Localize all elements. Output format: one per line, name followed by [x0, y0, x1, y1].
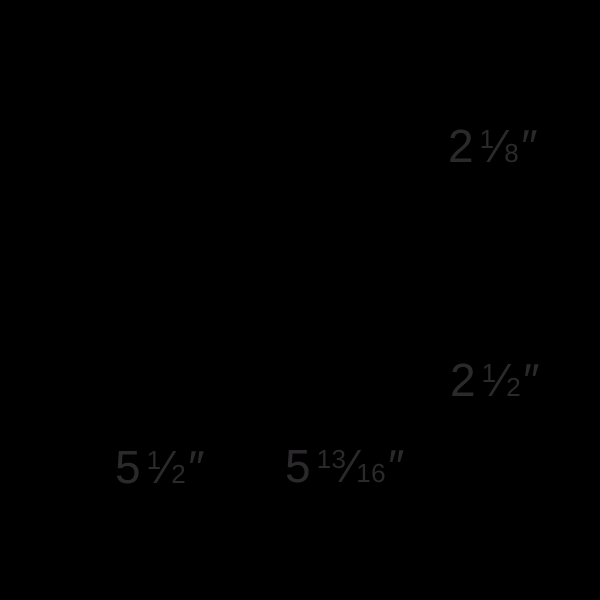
fraction-numerator: 1: [481, 358, 497, 388]
dimension-whole-number: 5: [115, 441, 141, 493]
dimension-label-top-right: 2 1⁄8″: [448, 123, 538, 169]
fraction-slash: ⁄: [497, 354, 506, 406]
dimension-label-middle-right: 2 1⁄2″: [450, 357, 540, 403]
dimension-whole-number: 5: [285, 440, 311, 492]
fraction-numerator: 13: [316, 444, 347, 474]
dimension-fraction: 1⁄2: [482, 357, 522, 403]
inch-unit-symbol: ″: [523, 354, 540, 406]
fraction-denominator: 2: [506, 372, 522, 402]
fraction-numerator: 1: [479, 124, 495, 154]
dimension-whole-number: 2: [448, 120, 474, 172]
inch-unit-symbol: ″: [388, 440, 405, 492]
dimension-label-bottom-left: 5 1⁄2″: [115, 444, 205, 490]
fraction-denominator: 8: [504, 138, 520, 168]
fraction-slash: ⁄: [347, 440, 356, 492]
fraction-slash: ⁄: [162, 441, 171, 493]
dimension-fraction: 1⁄2: [147, 444, 187, 490]
fraction-slash: ⁄: [495, 120, 504, 172]
fraction-numerator: 1: [146, 445, 162, 475]
dimension-label-bottom-center: 5 13⁄16″: [285, 443, 404, 489]
inch-unit-symbol: ″: [521, 120, 538, 172]
fraction-denominator: 16: [356, 458, 387, 488]
fraction-denominator: 2: [171, 459, 187, 489]
dimension-fraction: 1⁄8: [480, 123, 520, 169]
dimension-whole-number: 2: [450, 354, 476, 406]
inch-unit-symbol: ″: [188, 441, 205, 493]
dimension-fraction: 13⁄16: [317, 443, 387, 489]
